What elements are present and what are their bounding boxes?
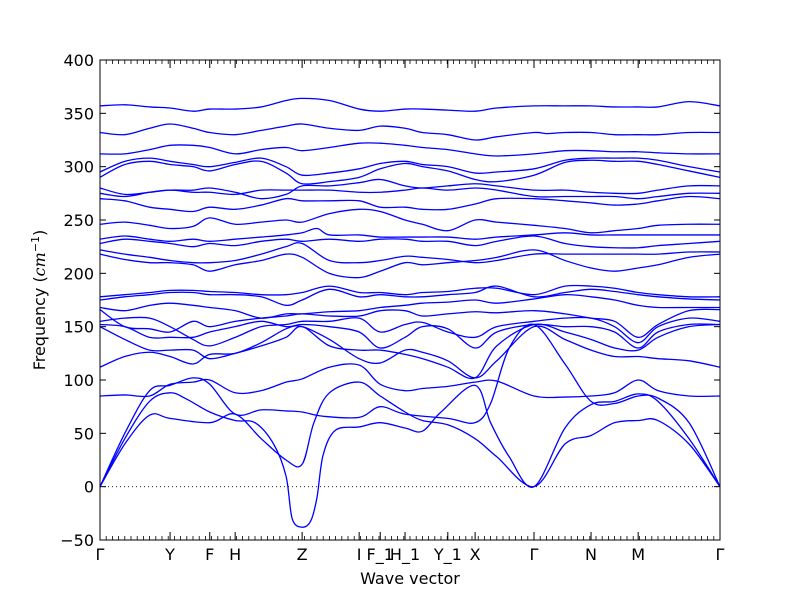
- x-tick-label: H_1: [390, 545, 420, 565]
- x-tick-label: Y_1: [433, 545, 462, 565]
- y-axis-label-exponent: −1: [29, 236, 42, 252]
- band-line-22: [99, 157, 721, 177]
- band-lines: [99, 97, 721, 528]
- band-line-18: [99, 195, 721, 213]
- x-tick-label: H: [229, 545, 241, 564]
- band-line-6: [99, 323, 721, 380]
- y-tick-label: −50: [60, 531, 94, 550]
- y-tick-label: 200: [63, 264, 94, 283]
- band-line-5: [99, 325, 721, 379]
- band-line-15: [99, 235, 721, 249]
- band-line-21: [99, 159, 721, 185]
- y-tick-label: 100: [63, 371, 94, 390]
- y-tick-label: 0: [84, 478, 94, 497]
- band-line-7: [99, 320, 721, 349]
- band-line-4: [99, 363, 721, 399]
- x-tick-label: F: [205, 545, 214, 564]
- band-line-25: [99, 97, 721, 112]
- y-tick-label: 150: [63, 318, 94, 337]
- band-line-20: [99, 178, 721, 200]
- band-line-12: [99, 284, 721, 298]
- band-line-10: [99, 293, 720, 319]
- y-axis-label: Frequency (cm−1): [29, 230, 50, 371]
- x-tick-label: Γ: [716, 545, 725, 564]
- y-tick-label: 250: [63, 211, 94, 230]
- band-line-16: [99, 227, 720, 242]
- x-axis-label: Wave vector: [360, 569, 460, 588]
- y-tick-label: 300: [63, 158, 94, 177]
- x-tick-label: Z: [297, 545, 308, 564]
- band-line-23: [99, 142, 721, 157]
- x-tick-label: N: [585, 545, 597, 564]
- band-line-2: [99, 384, 721, 528]
- y-tick-label: 400: [63, 51, 94, 70]
- band-line-3: [99, 323, 721, 487]
- band-line-14: [99, 242, 721, 264]
- x-tick-label: I: [357, 545, 362, 564]
- band-line-17: [99, 208, 721, 234]
- band-line-24: [99, 123, 721, 141]
- x-tick-label: F_1: [367, 545, 394, 565]
- band-line-1: [99, 381, 721, 488]
- y-axis-label-unit: cm: [30, 252, 49, 276]
- x-tick-label: X: [470, 545, 481, 564]
- x-tick-label: M: [631, 545, 645, 564]
- y-tick-label: 50: [74, 424, 94, 443]
- y-axis-label-prefix: Frequency (: [30, 276, 49, 370]
- y-tick-label: 350: [63, 104, 94, 123]
- axis-ticks: −50 0 50 100 150 200 250 300 350 400 Γ Y F H Z I F_1H_1 Y…: [60, 51, 724, 565]
- band-line-13: [99, 249, 721, 279]
- band-line-19: [99, 187, 721, 200]
- band-line-8: [99, 316, 721, 347]
- y-axis-label-suffix: ): [30, 230, 49, 236]
- x-tick-label: Y: [164, 545, 175, 564]
- band-line-11: [99, 285, 721, 307]
- x-tick-label: Γ: [96, 545, 105, 564]
- band-line-9: [99, 308, 721, 338]
- plot-frame: [99, 59, 721, 541]
- x-tick-label: Γ: [530, 545, 539, 564]
